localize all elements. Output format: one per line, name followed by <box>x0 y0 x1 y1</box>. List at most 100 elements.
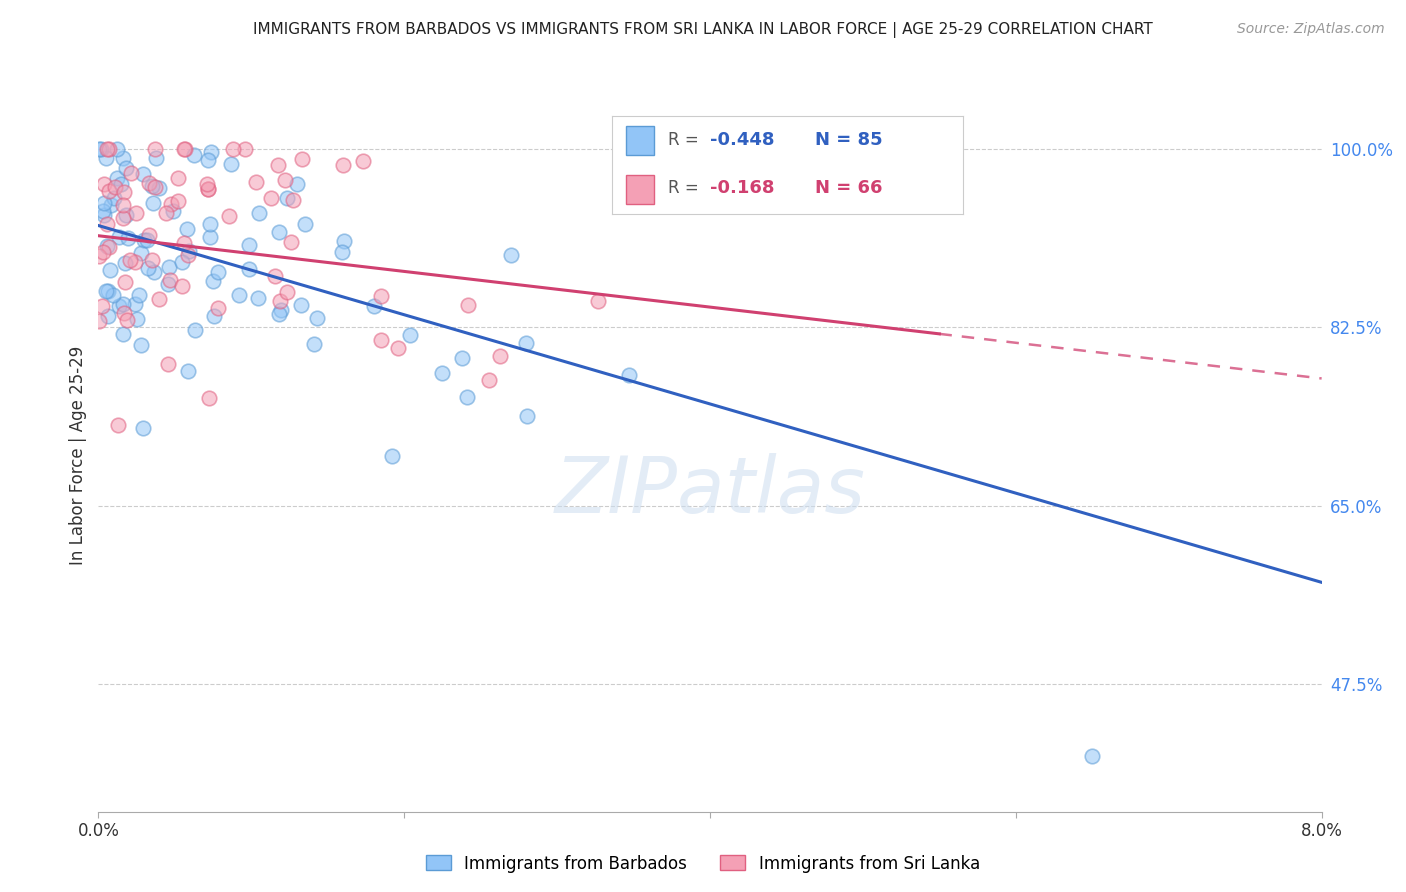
Point <box>112 185 135 199</box>
Point <box>96 239 118 253</box>
Point <box>269 293 291 308</box>
Point <box>387 341 409 355</box>
Point <box>96 284 118 298</box>
Point <box>115 313 138 327</box>
Legend: Immigrants from Barbados, Immigrants from Sri Lanka: Immigrants from Barbados, Immigrants fro… <box>419 848 987 880</box>
Text: R =: R = <box>668 131 704 150</box>
Point <box>93 208 115 222</box>
Point <box>207 265 229 279</box>
Point <box>221 157 243 171</box>
Point <box>352 153 374 168</box>
Text: R =: R = <box>668 178 704 196</box>
Point <box>156 357 179 371</box>
Point <box>238 238 260 252</box>
Point <box>128 287 150 301</box>
Point <box>142 196 165 211</box>
Point <box>97 309 120 323</box>
Point <box>238 261 260 276</box>
Point <box>305 310 328 325</box>
Point <box>110 177 132 191</box>
Point <box>97 284 120 298</box>
Point <box>143 142 166 156</box>
Point <box>197 182 219 196</box>
Point <box>103 191 125 205</box>
Point <box>132 233 155 247</box>
Text: -0.168: -0.168 <box>710 178 775 196</box>
Point <box>129 246 152 260</box>
Point <box>516 409 538 424</box>
Point <box>228 288 250 302</box>
Text: N = 85: N = 85 <box>815 131 883 150</box>
Point <box>93 196 115 211</box>
Point <box>1081 748 1104 763</box>
Point <box>132 421 155 435</box>
Point <box>156 277 179 291</box>
Point <box>159 272 181 286</box>
Point <box>200 145 222 159</box>
Point <box>141 252 163 267</box>
Point <box>136 260 159 275</box>
Point <box>294 217 316 231</box>
Point <box>260 191 283 205</box>
Text: 8.0%: 8.0% <box>1301 822 1343 840</box>
Point <box>291 152 314 166</box>
Point <box>94 151 117 165</box>
Point <box>96 217 118 231</box>
Point <box>176 222 198 236</box>
Point <box>167 171 190 186</box>
Point <box>281 193 304 207</box>
Point <box>515 335 537 350</box>
Point <box>114 256 136 270</box>
Point <box>267 225 290 239</box>
Point <box>120 166 142 180</box>
Point <box>245 175 267 189</box>
Point <box>104 180 127 194</box>
Point <box>124 255 146 269</box>
Point <box>270 302 292 317</box>
Point <box>363 299 385 313</box>
Point <box>111 326 134 341</box>
Text: IMMIGRANTS FROM BARBADOS VS IMMIGRANTS FROM SRI LANKA IN LABOR FORCE | AGE 25-29: IMMIGRANTS FROM BARBADOS VS IMMIGRANTS F… <box>253 22 1153 38</box>
Point <box>103 288 125 302</box>
Point <box>91 245 114 260</box>
Text: N = 66: N = 66 <box>815 178 883 196</box>
Point <box>93 177 115 191</box>
Point <box>129 337 152 351</box>
Point <box>114 276 136 290</box>
Point <box>124 296 146 310</box>
Point <box>143 265 166 279</box>
Point <box>138 176 160 190</box>
Point <box>148 292 170 306</box>
Point <box>112 152 135 166</box>
Point <box>457 298 479 312</box>
Point <box>160 197 183 211</box>
Point <box>108 299 131 313</box>
Point <box>87 142 110 156</box>
Point <box>269 307 291 321</box>
Point <box>330 245 353 260</box>
Text: -0.448: -0.448 <box>710 131 775 150</box>
Point <box>201 274 224 288</box>
Point <box>222 142 245 156</box>
Point <box>184 323 207 337</box>
Point <box>179 244 201 258</box>
Point <box>197 181 219 195</box>
Point <box>207 301 229 315</box>
Point <box>280 235 302 249</box>
Point <box>135 233 157 247</box>
Point <box>197 153 219 167</box>
Point <box>198 217 221 231</box>
Point <box>141 179 163 194</box>
Text: ZIPatlas: ZIPatlas <box>554 452 866 529</box>
Point <box>430 366 453 380</box>
Point <box>218 209 240 223</box>
Point <box>370 288 392 302</box>
Point <box>267 158 290 172</box>
Point <box>274 173 297 187</box>
Point <box>456 390 478 404</box>
Point <box>105 170 128 185</box>
Point <box>96 142 118 156</box>
Point <box>90 299 112 313</box>
Point <box>617 368 640 382</box>
Point <box>588 294 610 309</box>
